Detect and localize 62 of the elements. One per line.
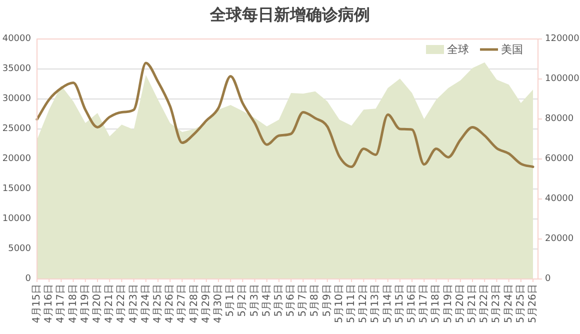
y-tick-label: 15000 bbox=[2, 184, 32, 194]
y2-tick-label: 20000 bbox=[545, 234, 574, 244]
y-tick-label: 0 bbox=[25, 274, 32, 284]
y-tick-label: 5000 bbox=[8, 244, 32, 254]
x-tick-label: 5月25日 bbox=[515, 284, 526, 324]
x-tick-label: 5月10日 bbox=[334, 284, 345, 324]
x-tick-label: 5月5日 bbox=[273, 284, 284, 317]
x-tick-label: 4月20日 bbox=[92, 284, 103, 324]
x-tick-label: 4月28日 bbox=[188, 284, 200, 324]
x-tick-label: 4月25日 bbox=[152, 284, 164, 324]
x-tick-label: 5月22日 bbox=[479, 284, 490, 324]
x-tick-label: 5月4日 bbox=[261, 284, 272, 317]
x-tick-label: 4月21日 bbox=[104, 284, 116, 324]
x-tick-label: 5月14日 bbox=[382, 284, 394, 324]
x-tick-label: 4月23日 bbox=[128, 284, 140, 324]
x-tick-label: 5月19日 bbox=[442, 284, 454, 324]
x-tick-label: 5月13日 bbox=[370, 284, 382, 324]
x-tick-label: 4月19日 bbox=[80, 284, 91, 324]
x-tick-label: 4月18日 bbox=[68, 284, 79, 324]
y-tick-label: 30000 bbox=[2, 94, 32, 104]
x-tick-label: 5月18日 bbox=[430, 284, 442, 324]
x-tick-label: 5月9日 bbox=[322, 284, 333, 317]
x-tick-label: 5月16日 bbox=[406, 284, 418, 324]
y-tick-label: 10000 bbox=[2, 214, 32, 224]
x-tick-label: 5月11日 bbox=[346, 284, 358, 324]
x-tick-label: 4月30日 bbox=[212, 284, 224, 324]
y-tick-label: 40000 bbox=[2, 34, 32, 44]
x-tick-label: 4月24日 bbox=[140, 284, 152, 324]
x-tick-label: 4月26日 bbox=[164, 284, 176, 324]
x-tick-label: 5月1日 bbox=[225, 284, 236, 317]
x-tick-label: 4月16日 bbox=[44, 284, 55, 324]
x-tick-label: 5月21日 bbox=[467, 284, 478, 324]
line-series bbox=[36, 62, 534, 168]
x-tick-label: 4月22日 bbox=[116, 284, 128, 324]
y2-tick-label: 40000 bbox=[545, 194, 574, 204]
x-tick-label: 5月2日 bbox=[237, 284, 248, 317]
x-tick-label: 4月29日 bbox=[200, 284, 212, 324]
x-tick-label: 4月27日 bbox=[176, 284, 188, 324]
x-tick-label: 5月8日 bbox=[310, 284, 321, 317]
x-tick-label: 5月23日 bbox=[491, 284, 502, 324]
x-tick-label: 5月6日 bbox=[286, 284, 297, 317]
x-tick-label: 4月15日 bbox=[32, 284, 42, 324]
x-tick-label: 5月20日 bbox=[454, 284, 466, 324]
y2-tick-label: 0 bbox=[545, 274, 551, 284]
y-tick-label: 25000 bbox=[2, 124, 32, 134]
legend-label: 美国 bbox=[501, 43, 523, 56]
x-tick-label: 4月17日 bbox=[56, 284, 67, 324]
y-tick-label: 35000 bbox=[2, 64, 32, 74]
y2-tick-label: 120000 bbox=[545, 34, 580, 44]
chart-title: 全球每日新增确诊病例 bbox=[209, 5, 370, 24]
x-tick-label: 5月26日 bbox=[528, 284, 538, 324]
legend-label: 全球 bbox=[447, 43, 469, 56]
x-tick-label: 5月12日 bbox=[358, 284, 370, 324]
y2-tick-label: 60000 bbox=[545, 154, 574, 164]
y2-tick-label: 80000 bbox=[545, 114, 574, 124]
x-tick-label: 5月7日 bbox=[298, 284, 309, 317]
x-tick-label: 5月15日 bbox=[394, 284, 406, 324]
y-tick-label: 20000 bbox=[2, 154, 32, 164]
x-tick-label: 5月24日 bbox=[503, 284, 514, 324]
x-tick-label: 5月3日 bbox=[249, 284, 260, 317]
x-tick-label: 5月17日 bbox=[418, 284, 430, 324]
y2-tick-label: 100000 bbox=[545, 74, 580, 84]
